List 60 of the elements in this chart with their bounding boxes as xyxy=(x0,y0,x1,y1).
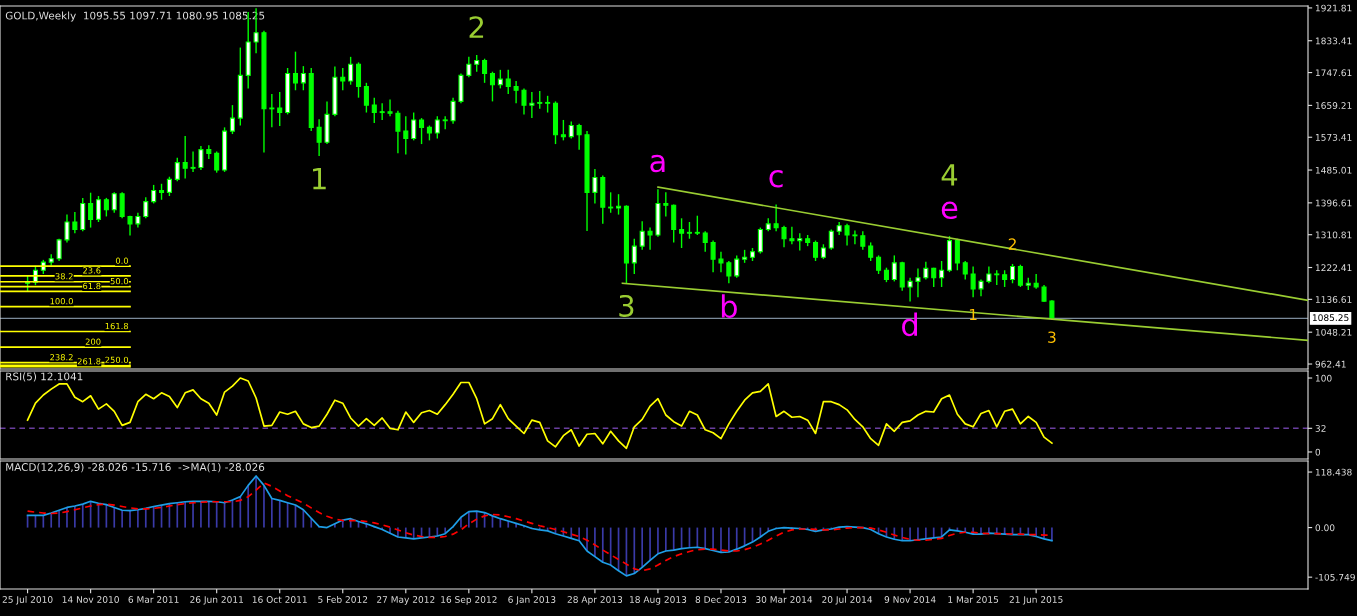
y-tick-label: -105.749 xyxy=(1315,573,1355,581)
annotation: b xyxy=(721,294,737,319)
chart-title: RSI(5) 12.1041 xyxy=(6,372,83,382)
annotation: 3 xyxy=(1048,331,1056,343)
x-tick-label: 6 Mar 2011 xyxy=(128,596,179,603)
annotation: 238.2 xyxy=(50,354,73,361)
x-tick-label: 27 May 2012 xyxy=(377,596,435,605)
annotation: 250.0 xyxy=(105,356,129,363)
x-tick-label: 6 Jan 2013 xyxy=(508,596,556,605)
x-tick-label: 26 Jun 2011 xyxy=(190,596,244,605)
y-tick-label: 1310.81 xyxy=(1315,231,1352,239)
annotation: c xyxy=(769,170,783,188)
y-tick-label: 1659.21 xyxy=(1315,102,1352,109)
y-tick-label: 100 xyxy=(1315,374,1332,382)
chart-title: MACD(12,26,9) -28.026 -15.716 ->MA(1) -28.026 xyxy=(6,462,265,473)
y-tick-label: 32 xyxy=(1315,425,1326,432)
x-tick-label: 16 Sep 2012 xyxy=(441,596,497,605)
x-tick-label: 25 Jul 2010 xyxy=(2,595,53,605)
annotation: 50.0 xyxy=(110,277,129,285)
annotation: e xyxy=(941,201,958,220)
annotation: 1 xyxy=(313,167,326,190)
y-tick-label: 118.438 xyxy=(1315,468,1352,476)
x-tick-label: 18 Aug 2013 xyxy=(630,596,687,605)
annotation: 3 xyxy=(619,294,634,317)
x-tick-label: 21 Jun 2015 xyxy=(1009,596,1063,605)
y-tick-label: 1573.41 xyxy=(1315,133,1352,141)
annotation: 261.8 xyxy=(77,358,101,365)
y-tick-label: 962.41 xyxy=(1315,360,1346,368)
x-tick-label: 14 Nov 2010 xyxy=(62,596,119,603)
annotation: 38.2 xyxy=(55,273,73,280)
annotation: 161.8 xyxy=(105,322,129,330)
y-tick-label: 0 xyxy=(1315,448,1321,456)
annotation: 200 xyxy=(85,338,101,345)
x-tick-label: 20 Jul 2014 xyxy=(822,595,873,605)
y-tick-label: 1833.41 xyxy=(1315,37,1352,45)
y-tick-label: 1048.21 xyxy=(1315,328,1352,336)
annotation: a xyxy=(650,154,665,173)
y-tick-label: 1136.61 xyxy=(1315,296,1352,303)
y-tick-label: 1222.41 xyxy=(1315,264,1352,271)
y-tick-label: 0.00 xyxy=(1315,524,1335,532)
annotation: 0.0 xyxy=(115,257,129,264)
x-tick-label: 16 Oct 2011 xyxy=(252,596,307,603)
x-tick-label: 1 Mar 2015 xyxy=(948,596,999,603)
y-tick-label: 1396.61 xyxy=(1315,199,1352,207)
y-tick-label: 1485.01 xyxy=(1315,166,1352,174)
y-tick-label: 1747.61 xyxy=(1315,69,1352,77)
annotation: 2 xyxy=(469,16,484,38)
x-tick-label: 9 Nov 2014 xyxy=(884,596,936,603)
y-tick-label: 1921.81 xyxy=(1315,4,1352,12)
x-tick-label: 28 Apr 2013 xyxy=(567,596,623,605)
annotation: 100.0 xyxy=(50,298,73,305)
annotation: 2 xyxy=(1008,238,1016,250)
annotation: 4 xyxy=(941,164,958,186)
x-tick-label: 30 Mar 2014 xyxy=(756,596,813,603)
annotation: 23.6 xyxy=(83,267,101,274)
x-tick-label: 8 Dec 2013 xyxy=(695,596,747,603)
annotation: 61.8 xyxy=(83,282,101,290)
x-tick-label: 5 Feb 2012 xyxy=(318,595,368,603)
annotation: d xyxy=(902,312,917,337)
ref-line-label: 1085.25 xyxy=(1312,314,1349,322)
